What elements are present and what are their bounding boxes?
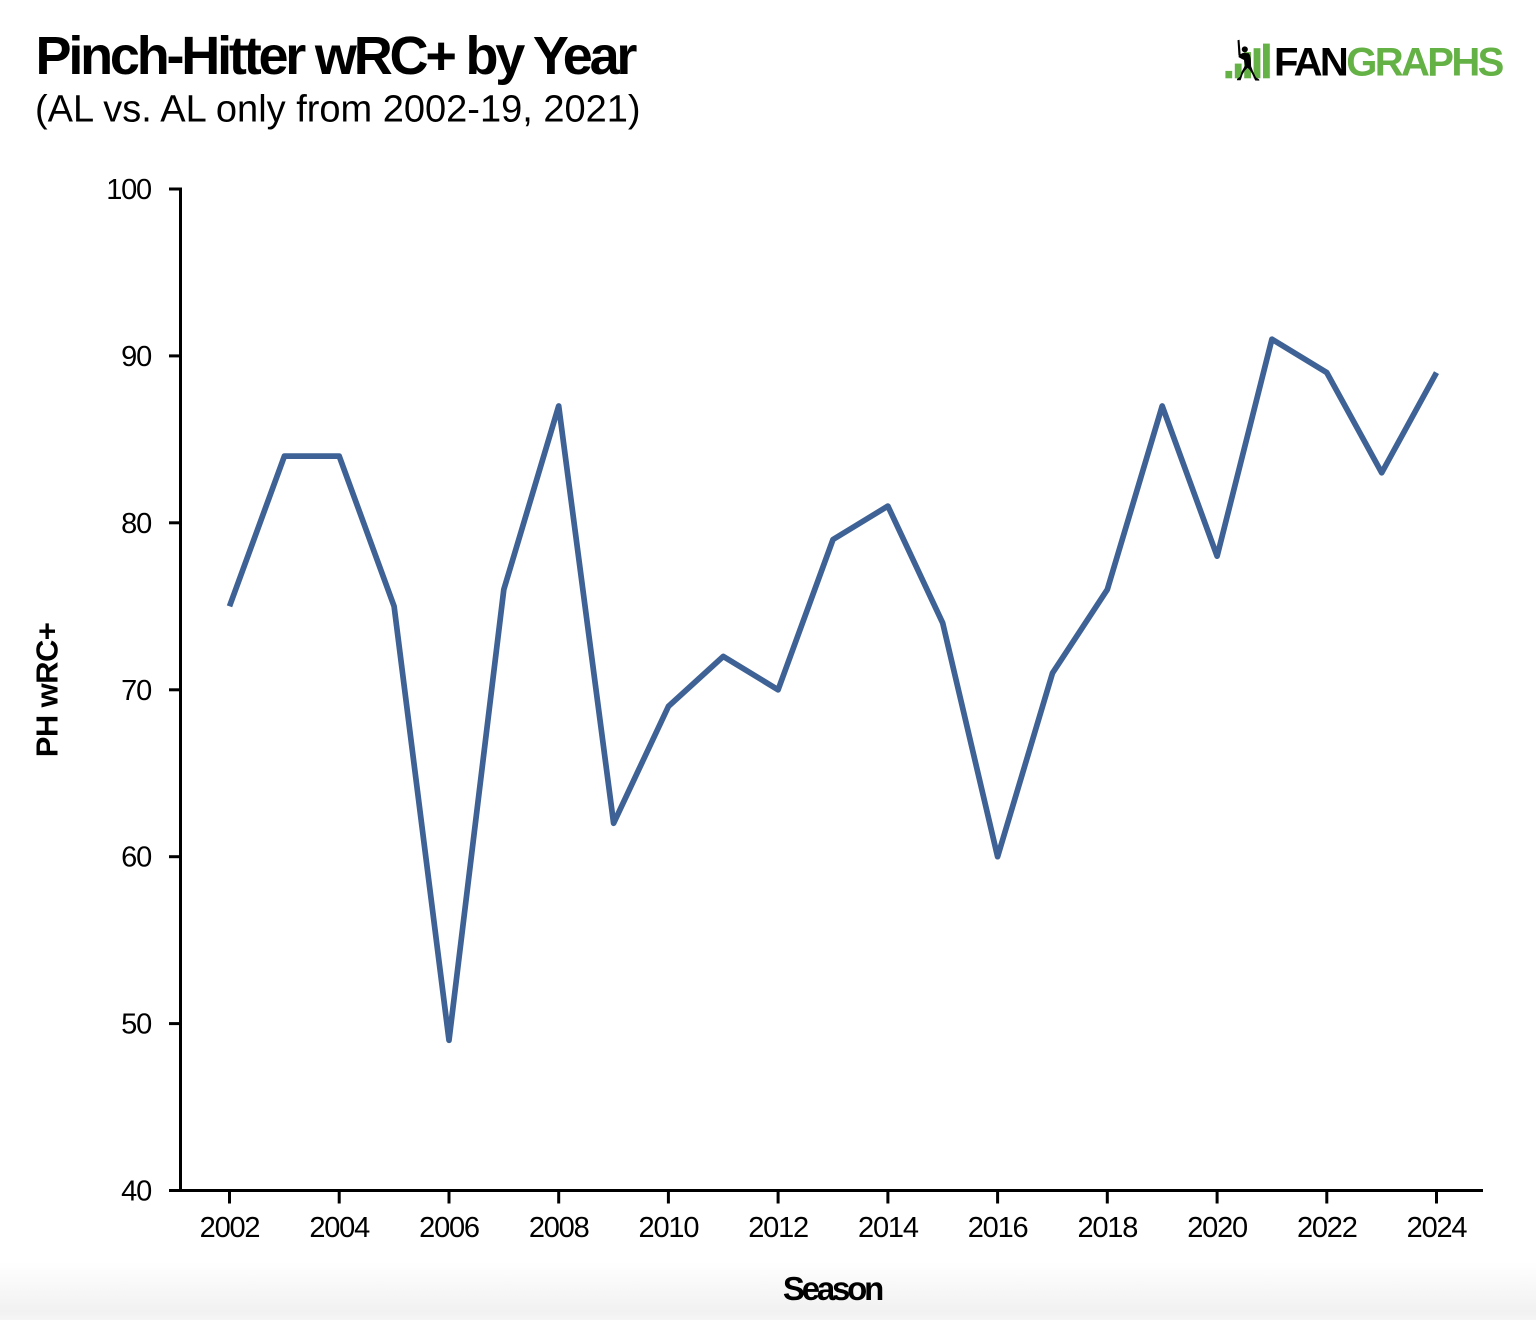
svg-text:70: 70 xyxy=(121,675,151,707)
svg-text:2024: 2024 xyxy=(1407,1212,1468,1244)
svg-text:2014: 2014 xyxy=(858,1212,919,1244)
svg-text:2010: 2010 xyxy=(639,1212,699,1244)
svg-text:60: 60 xyxy=(121,842,151,874)
svg-text:Season: Season xyxy=(783,1270,883,1307)
svg-text:2020: 2020 xyxy=(1187,1212,1247,1244)
svg-text:2012: 2012 xyxy=(748,1212,808,1244)
svg-text:2002: 2002 xyxy=(200,1212,260,1244)
svg-text:40: 40 xyxy=(121,1176,151,1208)
svg-text:2018: 2018 xyxy=(1077,1212,1137,1244)
svg-text:2006: 2006 xyxy=(419,1212,479,1244)
svg-text:FANGRAPHS: FANGRAPHS xyxy=(1274,40,1504,84)
svg-text:2016: 2016 xyxy=(968,1212,1028,1244)
svg-text:2008: 2008 xyxy=(529,1212,589,1244)
svg-text:(AL vs. AL only from 2002-19,: (AL vs. AL only from 2002-19, 2021) xyxy=(35,89,641,131)
svg-text:80: 80 xyxy=(121,508,151,540)
svg-text:50: 50 xyxy=(121,1009,151,1041)
svg-text:Pinch-Hitter wRC+ by Year: Pinch-Hitter wRC+ by Year xyxy=(36,26,638,86)
svg-text:2022: 2022 xyxy=(1297,1212,1357,1244)
svg-text:PH wRC+: PH wRC+ xyxy=(30,623,65,757)
svg-text:90: 90 xyxy=(121,341,151,373)
svg-text:100: 100 xyxy=(106,174,151,206)
svg-text:2004: 2004 xyxy=(309,1212,370,1244)
